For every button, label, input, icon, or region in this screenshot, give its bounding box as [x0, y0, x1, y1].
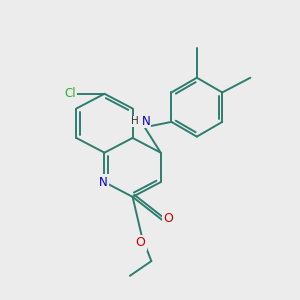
Text: O: O	[163, 212, 173, 225]
Text: N: N	[99, 176, 107, 189]
Text: N: N	[142, 115, 150, 128]
Text: Cl: Cl	[64, 87, 76, 100]
Text: H: H	[131, 116, 139, 126]
Text: O: O	[136, 236, 146, 249]
